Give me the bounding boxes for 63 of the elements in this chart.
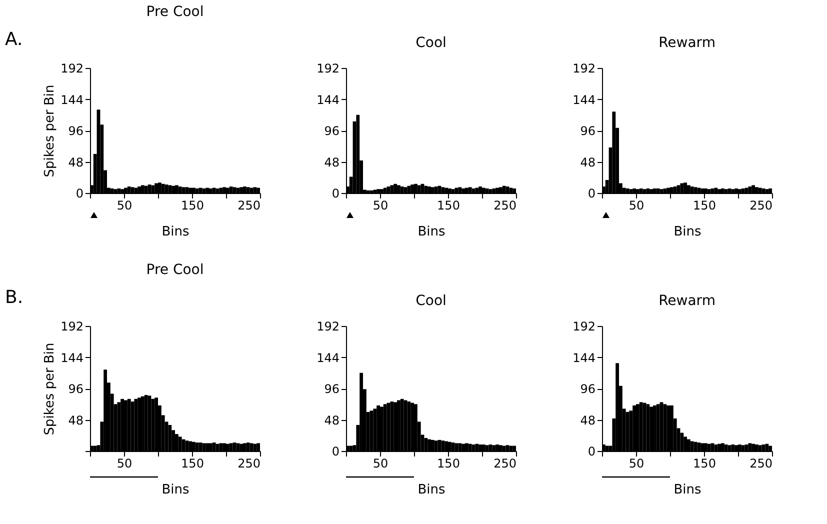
y-tick-label: 48 bbox=[324, 155, 340, 170]
y-tick-label: 144 bbox=[316, 92, 340, 107]
text: A. bbox=[5, 29, 23, 50]
text: B. bbox=[5, 287, 24, 308]
y-tick-label: 96 bbox=[324, 382, 340, 396]
x-tick-label: 250 bbox=[238, 456, 260, 470]
x-tick-label: 150 bbox=[181, 456, 204, 470]
y-tick-label: 192 bbox=[572, 320, 596, 334]
x-tick-label: 50 bbox=[372, 456, 388, 470]
y-tick-label: 0 bbox=[332, 444, 340, 458]
y-tick-label: 192 bbox=[60, 62, 84, 76]
y-tick-label: 144 bbox=[60, 92, 84, 107]
x-tick-label: 250 bbox=[494, 456, 516, 470]
y-tick-label: 48 bbox=[580, 155, 596, 170]
y-tick-label: 192 bbox=[316, 62, 340, 76]
chart-title: Rewarm bbox=[658, 35, 716, 51]
x-tick-label: 250 bbox=[750, 456, 772, 470]
y-tick-label: 48 bbox=[68, 413, 84, 428]
y-tick-label: 96 bbox=[68, 124, 84, 138]
chart-title: Cool bbox=[416, 35, 446, 51]
y-tick-label: 144 bbox=[60, 350, 84, 365]
x-tick-label: 250 bbox=[750, 198, 772, 212]
y-tick-label: 96 bbox=[324, 124, 340, 138]
y-tick-label: 48 bbox=[324, 413, 340, 428]
x-tick-label: 50 bbox=[372, 198, 388, 212]
x-tick-label: 150 bbox=[693, 456, 716, 470]
y-tick-label: 96 bbox=[580, 382, 596, 396]
y-tick-label: 144 bbox=[572, 350, 596, 365]
x-axis-title: Bins bbox=[418, 224, 446, 240]
chart-title: Cool bbox=[416, 293, 446, 309]
y-tick-label: 48 bbox=[68, 155, 84, 170]
x-tick-label: 150 bbox=[437, 198, 460, 212]
x-tick-label: 150 bbox=[181, 198, 204, 212]
y-tick-label: 192 bbox=[316, 320, 340, 334]
y-tick-label: 0 bbox=[588, 186, 596, 200]
chart-title: Pre Cool bbox=[146, 262, 204, 278]
x-tick-label: 150 bbox=[693, 198, 716, 212]
y-axis-title: Spikes per Bin bbox=[42, 84, 58, 178]
x-tick-label: 50 bbox=[628, 198, 644, 212]
y-tick-label: 0 bbox=[332, 186, 340, 200]
y-tick-label: 96 bbox=[580, 124, 596, 138]
x-tick-label: 250 bbox=[238, 198, 260, 212]
y-tick-label: 192 bbox=[60, 320, 84, 334]
y-axis-title: Spikes per Bin bbox=[42, 342, 58, 436]
y-tick-label: 192 bbox=[572, 62, 596, 76]
x-axis-title: Bins bbox=[674, 224, 702, 240]
x-axis-title: Bins bbox=[418, 482, 446, 498]
y-tick-label: 96 bbox=[68, 382, 84, 396]
y-tick-label: 0 bbox=[76, 186, 84, 200]
y-tick-label: 48 bbox=[580, 413, 596, 428]
x-tick-label: 150 bbox=[437, 456, 460, 470]
x-tick-label: 250 bbox=[494, 198, 516, 212]
chart-title: Rewarm bbox=[658, 293, 716, 309]
x-axis-title: Bins bbox=[674, 482, 702, 498]
y-tick-label: 144 bbox=[316, 350, 340, 365]
chart-title: Pre Cool bbox=[146, 4, 204, 20]
x-axis-title: Bins bbox=[162, 224, 190, 240]
x-tick-label: 50 bbox=[116, 456, 132, 470]
x-tick-label: 50 bbox=[116, 198, 132, 212]
y-tick-label: 0 bbox=[588, 444, 596, 458]
x-tick-label: 50 bbox=[628, 456, 644, 470]
y-tick-label: 144 bbox=[572, 92, 596, 107]
x-axis-title: Bins bbox=[162, 482, 190, 498]
